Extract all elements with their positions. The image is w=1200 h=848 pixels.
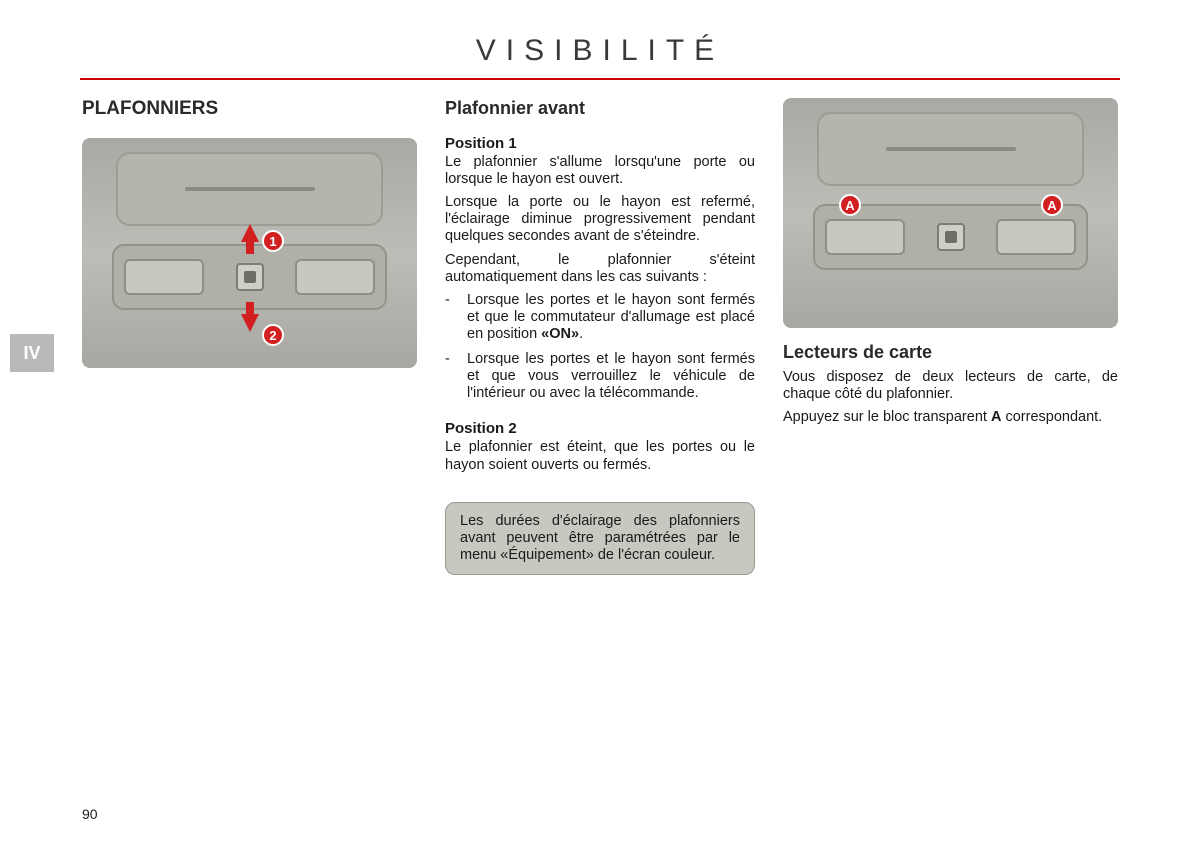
column-left: PLAFONNIERS 1 2 — [82, 98, 417, 575]
front-plafonnier-diagram-2: A A — [783, 98, 1118, 328]
diagram-arrow-up-stem — [246, 240, 254, 254]
position-1-text-2: Lorsque la porte ou le hayon est refermé… — [445, 194, 755, 245]
lecteurs-text-2: Appuyez sur le bloc transparent A corres… — [783, 409, 1118, 426]
bullet-1-text-a: Lorsque les portes et le hayon sont ferm… — [467, 292, 755, 342]
lecteurs-p2-c: correspondant. — [1001, 409, 1102, 425]
position-2-title: Position 2 — [445, 420, 755, 437]
page-number: 90 — [82, 806, 98, 822]
equipment-note: Les durées d'éclairage des plafonniers a… — [445, 502, 755, 575]
diagram-lamp-right — [295, 259, 375, 295]
diagram2-lamp-right — [996, 219, 1076, 255]
diagram2-center-switch — [937, 223, 965, 251]
lecteurs-text-1: Vous disposez de deux lecteurs de carte,… — [783, 369, 1118, 403]
lecteurs-p2-a: Appuyez sur le bloc transparent — [783, 409, 991, 425]
bullet-1-text-bold: «ON» — [541, 326, 579, 342]
diagram-sunglass-panel — [116, 152, 383, 226]
plafonniers-heading: PLAFONNIERS — [82, 98, 417, 120]
diagram2-lamp-left — [825, 219, 905, 255]
column-middle: Plafonnier avant Position 1 Le plafonnie… — [445, 98, 755, 575]
diagram-arrow-down-icon — [241, 314, 259, 332]
title-rule — [80, 78, 1120, 80]
plafonnier-avant-heading: Plafonnier avant — [445, 98, 755, 119]
column-right: A A Lecteurs de carte Vous disposez de d… — [783, 98, 1118, 575]
diagram-marker-2: 2 — [262, 324, 284, 346]
bullet-1-text-c: . — [579, 326, 583, 342]
section-tab: IV — [10, 334, 54, 372]
position-1-bullet-2: Lorsque les portes et le hayon sont ferm… — [467, 351, 755, 402]
lecteurs-heading: Lecteurs de carte — [783, 342, 1118, 363]
diagram2-marker-a-left: A — [839, 194, 861, 216]
page-title: VISIBILITÉ — [0, 0, 1200, 78]
position-1-bullet-1: Lorsque les portes et le hayon sont ferm… — [467, 292, 755, 343]
diagram-lamp-left — [124, 259, 204, 295]
diagram-marker-1: 1 — [262, 230, 284, 252]
front-plafonnier-diagram-1: 1 2 — [82, 138, 417, 368]
diagram-center-switch — [236, 263, 264, 291]
lecteurs-p2-bold: A — [991, 409, 1001, 425]
position-1-text-1: Le plafonnier s'allume lorsqu'une porte … — [445, 154, 755, 188]
position-1-bullets: Lorsque les portes et le hayon sont ferm… — [445, 292, 755, 403]
position-2-text: Le plafonnier est éteint, que les portes… — [445, 439, 755, 473]
position-1-text-3: Cependant, le plafonnier s'éteint automa… — [445, 252, 755, 286]
position-1-title: Position 1 — [445, 135, 755, 152]
diagram-control-bar — [112, 244, 387, 310]
diagram2-sunglass-panel — [817, 112, 1084, 186]
content-columns: PLAFONNIERS 1 2 Plafonnier avant Positio… — [0, 98, 1200, 575]
diagram2-marker-a-right: A — [1041, 194, 1063, 216]
